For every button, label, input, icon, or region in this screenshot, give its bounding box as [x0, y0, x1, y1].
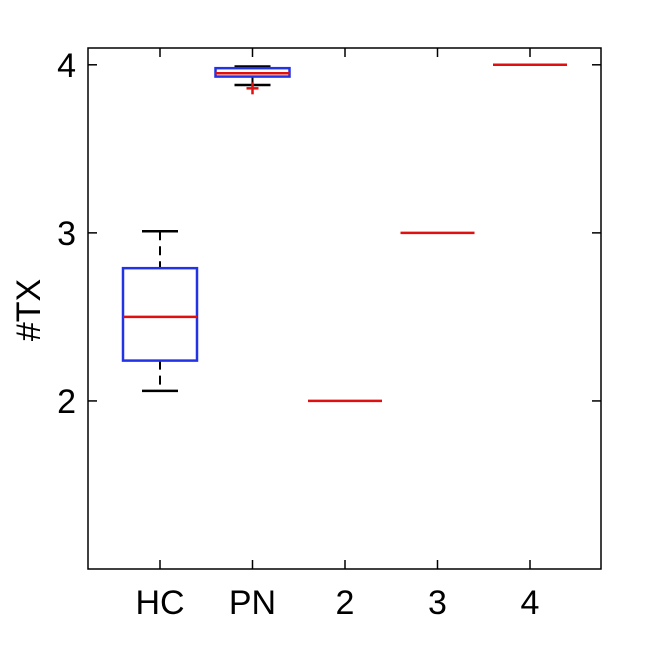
- x-tick-label: 2: [336, 584, 355, 622]
- y-axis-label: #TX: [10, 279, 48, 341]
- y-axis-ticks: 2 3 4: [57, 47, 601, 421]
- box-group: [121, 229, 199, 393]
- x-tick-label: HC: [135, 584, 184, 622]
- box-series: [121, 63, 567, 403]
- x-tick-label: PN: [229, 584, 276, 622]
- y-tick-label: 2: [57, 383, 76, 421]
- y-tick-label: 4: [57, 47, 76, 85]
- box-group: [214, 65, 291, 95]
- x-tick-label: 3: [428, 584, 447, 622]
- x-tick-label: 4: [521, 584, 540, 622]
- plot-area-frame: [87, 47, 602, 570]
- x-axis-ticks: HC PN 2 3 4: [135, 48, 539, 622]
- y-tick-label: 3: [57, 215, 76, 253]
- box-iqr: [121, 266, 199, 362]
